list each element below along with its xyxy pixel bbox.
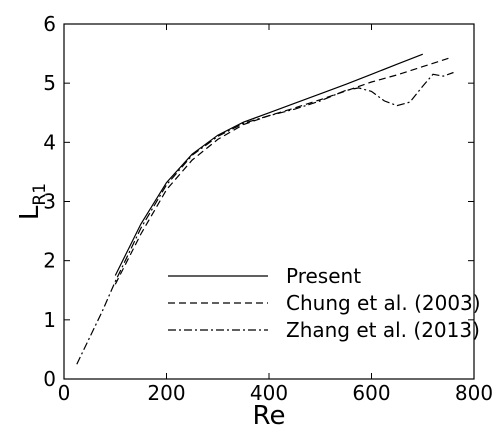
legend: Present Chung et al. (2003) Zhang et al. (… bbox=[168, 264, 481, 342]
y-tick-label: 1 bbox=[43, 308, 56, 332]
x-tick-label: 400 bbox=[250, 381, 288, 405]
plot-series bbox=[76, 53, 454, 365]
y-axis-label-main: L bbox=[15, 205, 45, 220]
series-line-2 bbox=[114, 57, 449, 285]
y-tick-label: 2 bbox=[43, 249, 56, 273]
x-tick-label: 0 bbox=[58, 381, 71, 405]
y-axis-label-subscript: R1 bbox=[30, 183, 50, 206]
x-tick-label: 800 bbox=[455, 381, 493, 405]
x-tick-label: 200 bbox=[147, 381, 185, 405]
y-tick-label: 3 bbox=[43, 190, 56, 214]
y-tick-label: 6 bbox=[43, 12, 56, 36]
series-line-1 bbox=[114, 53, 424, 276]
legend-label-3: Zhang et al. (2013) bbox=[286, 318, 480, 342]
legend-label-2: Chung et al. (2003) bbox=[286, 291, 481, 315]
x-axis-label: Re bbox=[253, 401, 286, 431]
series-line-3 bbox=[76, 71, 454, 365]
y-axis-label: LR1 bbox=[15, 183, 50, 220]
legend-label-1: Present bbox=[286, 264, 361, 288]
y-tick-label: 0 bbox=[43, 367, 56, 391]
y-tick-label: 4 bbox=[43, 130, 56, 154]
y-tick-label: 5 bbox=[43, 71, 56, 95]
x-tick-label: 600 bbox=[352, 381, 390, 405]
axis-ticks: 0 200 400 600 800 0 1 2 3 4 5 6 bbox=[43, 12, 493, 405]
